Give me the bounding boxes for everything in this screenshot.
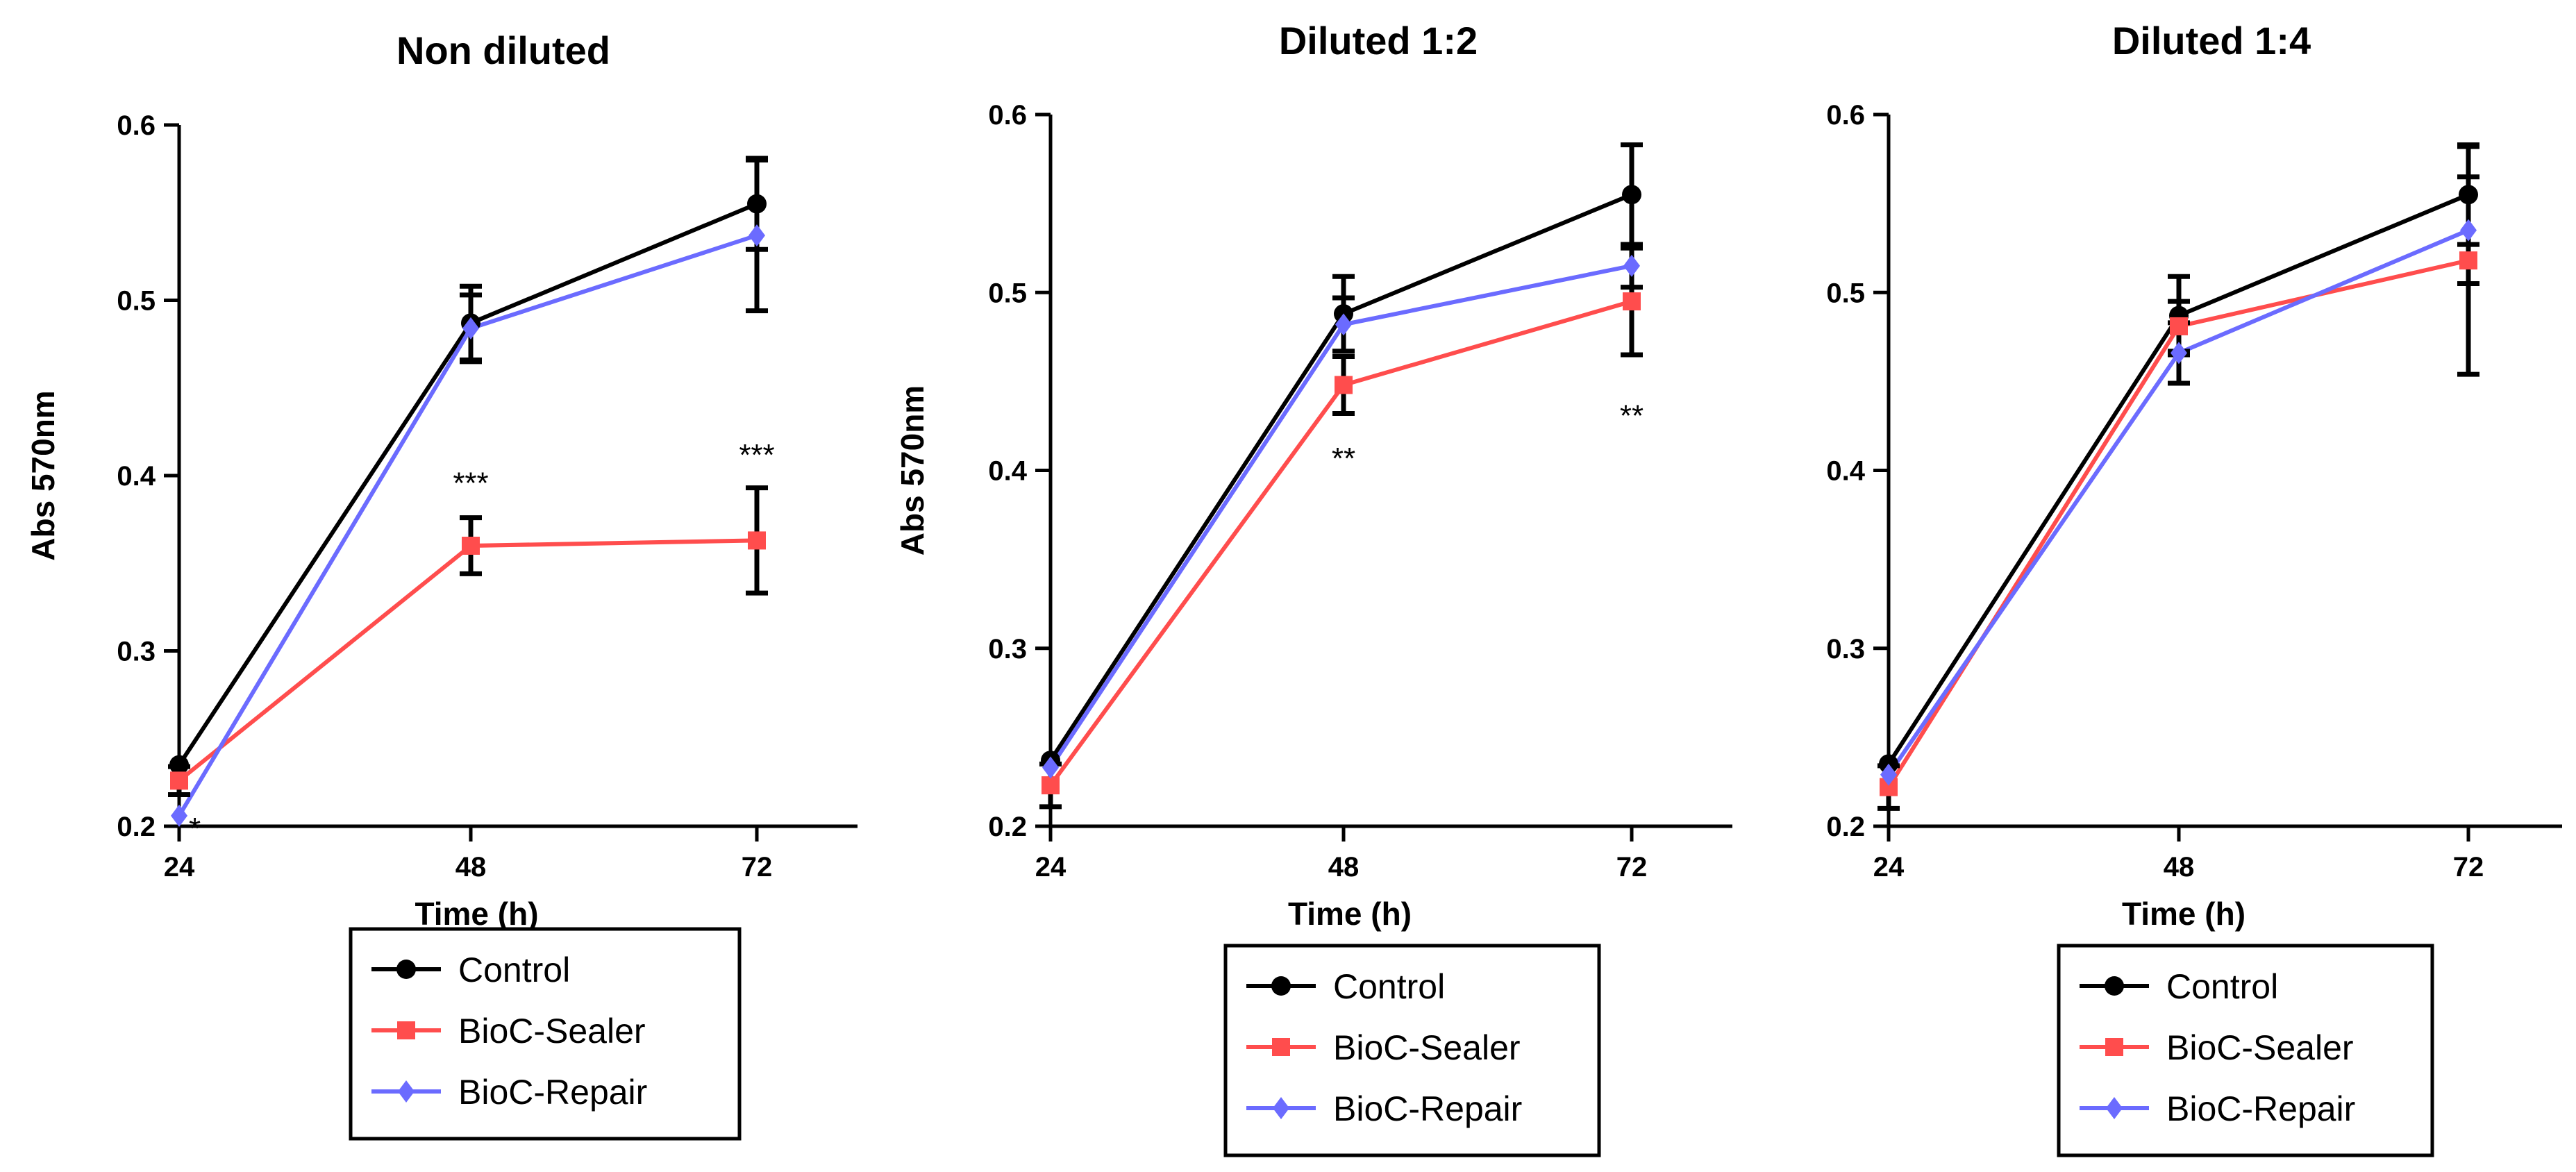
data-point-bioc-repair [171, 804, 187, 827]
data-point-control [169, 755, 189, 775]
data-point-bioc-sealer [1335, 376, 1353, 394]
y-tick-label: 0.5 [117, 286, 156, 317]
legend-marker-bioc-sealer [2105, 1038, 2123, 1056]
x-tick-label: 48 [455, 852, 487, 882]
y-tick-label: 0.4 [1826, 456, 1865, 487]
legend: Control BioC-Sealer BioC-Repair [349, 927, 742, 1141]
data-point-bioc-sealer [2459, 251, 2477, 270]
legend: Control BioC-Sealer BioC-Repair [2057, 944, 2434, 1157]
y-tick-label: 0.2 [1826, 812, 1865, 842]
data-point-bioc-sealer [170, 771, 188, 790]
x-axis-label: Time (h) [415, 896, 538, 932]
data-point-bioc-repair [2171, 342, 2187, 365]
x-tick-label: 24 [1873, 852, 1905, 882]
significance-label: ** [1620, 399, 1644, 433]
significance-label: *** [739, 438, 774, 472]
data-point-bioc-repair [462, 317, 479, 340]
legend-label: Control [1333, 967, 1445, 1006]
significance-label: *** [453, 467, 488, 501]
chart-title: Non diluted [396, 28, 610, 72]
y-tick-label: 0.6 [988, 100, 1027, 131]
x-tick-label: 24 [1035, 852, 1067, 882]
legend-label: BioC-Repair [2166, 1089, 2355, 1128]
legend-label: BioC-Sealer [2166, 1028, 2354, 1067]
y-tick-label: 0.4 [988, 456, 1027, 487]
x-tick-label: 72 [2453, 852, 2484, 882]
y-tick-label: 0.4 [117, 461, 156, 492]
y-tick-label: 0.5 [1826, 278, 1865, 308]
data-point-control [1622, 185, 1641, 205]
chart-title: Diluted 1:4 [2112, 19, 2311, 62]
data-point-bioc-repair [1335, 313, 1352, 336]
legend-label: Control [458, 951, 570, 989]
y-tick-label: 0.3 [1826, 634, 1865, 664]
y-tick-label: 0.6 [1826, 100, 1865, 131]
data-point-bioc-sealer [1042, 776, 1060, 795]
chart-title: Diluted 1:2 [1279, 19, 1478, 62]
y-tick-label: 0.2 [988, 812, 1027, 842]
data-point-control [747, 194, 767, 214]
legend: Control BioC-Sealer BioC-Repair [1223, 944, 1601, 1157]
x-tick-label: 24 [164, 852, 195, 882]
data-point-bioc-sealer [748, 531, 766, 550]
y-tick-label: 0.3 [988, 634, 1027, 664]
data-point-bioc-repair [1042, 756, 1059, 779]
x-axis-label: Time (h) [2122, 896, 2245, 932]
y-axis-label: Abs 570nm [25, 390, 61, 560]
data-point-bioc-sealer [2170, 317, 2188, 335]
legend-marker-bioc-sealer [1272, 1038, 1290, 1056]
legend-box [349, 927, 742, 1141]
data-point-control [2459, 185, 2478, 205]
chart-panel-3: Diluted 1:4 0.2 0.3 0.4 0.5 0.6 24 48 72 Time (h)… [1826, 19, 2562, 1157]
legend-marker-control [1271, 976, 1291, 996]
data-point-bioc-repair [1623, 254, 1640, 277]
legend-marker-bioc-sealer [397, 1021, 415, 1039]
legend-marker-control [2105, 976, 2124, 996]
y-tick-label: 0.5 [988, 278, 1027, 308]
legend-marker-bioc-repair [1273, 1097, 1289, 1119]
x-tick-label: 72 [1616, 852, 1648, 882]
legend-label: BioC-Sealer [1333, 1028, 1521, 1067]
legend-marker-bioc-repair [2106, 1097, 2123, 1119]
x-axis-label: Time (h) [1288, 896, 1412, 932]
series-line-bioc-sealer [178, 538, 758, 782]
data-point-bioc-sealer [1623, 292, 1641, 311]
data-point-bioc-repair [748, 224, 765, 247]
chart-panel-2: Diluted 1:2 0.2 0.3 0.4 0.5 0.6 24 48 72 Time (h)… [894, 19, 1732, 1157]
legend-label: BioC-Repair [458, 1073, 647, 1112]
x-tick-label: 48 [2164, 852, 2195, 882]
x-tick-label: 48 [1328, 852, 1360, 882]
legend-marker-control [396, 960, 416, 979]
x-tick-label: 72 [742, 852, 773, 882]
data-point-bioc-repair [2460, 219, 2477, 242]
significance-label: ** [1332, 442, 1355, 476]
data-point-bioc-repair [1880, 763, 1897, 786]
legend-marker-bioc-repair [398, 1080, 415, 1103]
legend-label: BioC-Repair [1333, 1089, 1522, 1128]
y-axis-label: Abs 570nm [894, 385, 930, 555]
chart-panel-1: Non diluted 0.2 0.3 0.4 0.5 0.6 24 48 72 Time (h)… [25, 28, 858, 1141]
data-point-bioc-sealer [462, 537, 480, 555]
legend-label: Control [2166, 967, 2278, 1006]
y-tick-label: 0.3 [117, 637, 156, 667]
legend-label: BioC-Sealer [458, 1012, 646, 1050]
y-tick-label: 0.2 [117, 812, 156, 842]
significance-label: * [189, 812, 201, 846]
y-tick-label: 0.6 [117, 110, 156, 141]
